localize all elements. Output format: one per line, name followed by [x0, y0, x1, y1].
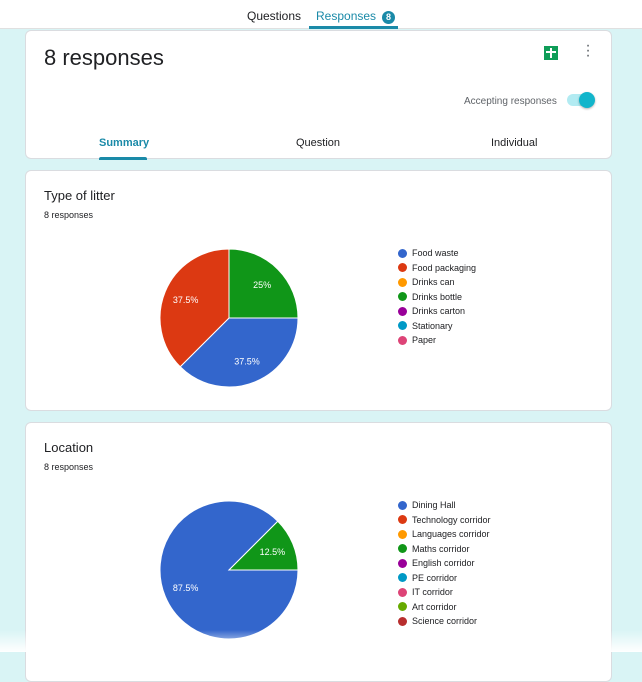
summary-tab-indicator	[99, 157, 147, 160]
legend-item[interactable]: Drinks bottle	[398, 290, 476, 305]
more-vert-icon[interactable]: · · ·	[585, 37, 591, 64]
legend-item[interactable]: Drinks can	[398, 275, 476, 290]
legend-item[interactable]: PE corridor	[398, 571, 491, 586]
sheets-icon[interactable]	[544, 46, 558, 60]
tab-responses[interactable]: Responses 8	[316, 9, 396, 24]
question-title: Type of litter	[44, 188, 115, 203]
legend-swatch	[398, 544, 407, 554]
responses-header-card: 8 responses · · · Accepting responses Summ…	[25, 30, 612, 160]
legend-swatch	[398, 602, 407, 612]
pie-chart: 37.5% 37.5% 25%	[159, 248, 299, 388]
legend-label: Maths corridor	[412, 543, 470, 554]
legend-item[interactable]: Languages corridor	[398, 527, 491, 542]
chart-legend: Food waste Food packaging Drinks can Drinks…	[398, 246, 476, 348]
legend-swatch	[398, 335, 407, 345]
legend-swatch	[398, 587, 407, 597]
legend-label: Languages corridor	[412, 529, 490, 540]
pie-slice-food-waste[interactable]	[179, 317, 299, 388]
legend-swatch	[398, 248, 407, 258]
legend-label: Stationary	[412, 320, 453, 331]
tab-question[interactable]: Question	[296, 137, 341, 149]
legend-swatch	[398, 529, 407, 539]
legend-swatch	[398, 573, 407, 583]
legend-item[interactable]: Maths corridor	[398, 542, 491, 557]
tab-summary[interactable]: Summary	[99, 137, 150, 149]
tab-individual[interactable]: Individual	[491, 137, 538, 149]
legend-item[interactable]: Science corridor	[398, 614, 491, 629]
page-title: 8 responses	[44, 45, 164, 70]
pie-slice-drinks-bottle[interactable]	[228, 248, 299, 319]
legend-item[interactable]: Paper	[398, 333, 476, 348]
legend-swatch	[398, 616, 407, 626]
slice-label: 25%	[253, 280, 271, 290]
legend-item[interactable]: Food packaging	[398, 261, 476, 276]
bottom-fade	[0, 630, 642, 652]
legend-swatch	[398, 263, 407, 273]
pie-slice-food-packaging[interactable]	[159, 248, 230, 368]
pie-slice-maths-corridor[interactable]	[227, 520, 299, 571]
slice-label: 12.5%	[260, 547, 286, 557]
slice-label: 87.5%	[173, 583, 199, 593]
legend-label: IT corridor	[412, 587, 453, 598]
legend-label: English corridor	[412, 558, 475, 569]
chart-legend: Dining Hall Technology corridor Languages …	[398, 498, 491, 629]
legend-label: Technology corridor	[412, 514, 491, 525]
legend-item[interactable]: IT corridor	[398, 585, 491, 600]
accepting-responses-toggle[interactable]	[567, 92, 595, 108]
legend-label: Dining Hall	[412, 500, 456, 511]
legend-swatch	[398, 558, 407, 568]
legend-swatch	[398, 277, 407, 287]
legend-item[interactable]: English corridor	[398, 556, 491, 571]
legend-label: Science corridor	[412, 616, 478, 627]
question-title: Location	[44, 440, 94, 455]
slice-label: 37.5%	[173, 295, 199, 305]
legend-item[interactable]: Technology corridor	[398, 513, 491, 528]
question-card-type-of-litter: Type of litter 8 responses 37.5% 37.5% 25%…	[25, 170, 612, 411]
active-tab-indicator	[309, 26, 398, 29]
legend-label: Food packaging	[412, 262, 477, 273]
legend-label: Paper	[412, 335, 437, 346]
slice-label: 37.5%	[234, 356, 260, 366]
legend-label: Food waste	[412, 248, 459, 259]
tab-questions[interactable]: Questions	[247, 9, 302, 23]
legend-swatch	[398, 321, 407, 331]
pie-chart: 87.5% 12.5%	[159, 500, 299, 640]
response-count: 8 responses	[44, 210, 94, 220]
legend-item[interactable]: Stationary	[398, 319, 476, 334]
toggle-knob	[579, 92, 595, 108]
legend-label: Drinks can	[412, 277, 455, 288]
responses-count-badge: 8	[382, 11, 396, 24]
legend-item[interactable]: Food waste	[398, 246, 476, 261]
response-count: 8 responses	[44, 462, 94, 472]
accepting-responses-label: Accepting responses	[464, 96, 557, 107]
pie-slice-dining-hall[interactable]	[159, 500, 299, 640]
legend-label: PE corridor	[412, 572, 458, 583]
legend-label: Art corridor	[412, 601, 457, 612]
legend-item[interactable]: Dining Hall	[398, 498, 491, 513]
legend-swatch	[398, 515, 407, 525]
legend-swatch	[398, 500, 407, 510]
top-bar: Questions Responses 8	[0, 0, 642, 29]
legend-label: Drinks carton	[412, 306, 466, 317]
tab-responses-label: Responses	[316, 9, 377, 23]
legend-swatch	[398, 292, 407, 302]
legend-item[interactable]: Drinks carton	[398, 304, 476, 319]
legend-item[interactable]: Art corridor	[398, 600, 491, 615]
legend-label: Drinks bottle	[412, 291, 463, 302]
legend-swatch	[398, 306, 407, 316]
